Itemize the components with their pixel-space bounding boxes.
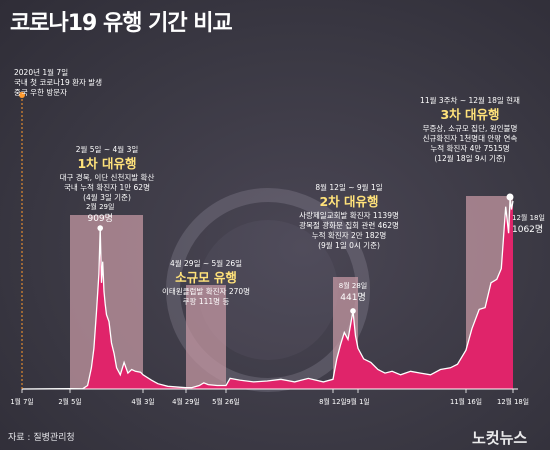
wave-detail: 신규확진자 1천명대 안팎 연속 (423, 133, 518, 143)
peak-dot (350, 308, 356, 314)
wave-detail: 광복절 광화문 집회 관련 462명 (299, 220, 399, 230)
x-tick-label: 5월 26일 (212, 397, 240, 406)
wave-name: 2차 대유행 (319, 194, 378, 209)
wave-detail: 누적 확진자 4만 7515명 (430, 143, 509, 153)
peak-date: 12월 18일 (512, 213, 545, 222)
wave-period: 4월 29일 ~ 5월 26일 (170, 258, 242, 268)
first-case-text: 국내 첫 코로나19 환자 발생 (14, 77, 102, 87)
wave-detail: 무증상, 소규모 집단, 원인불명 (423, 123, 518, 133)
wave-detail: (12월 18일 9시 기준) (434, 153, 505, 163)
x-tick-label: 1월 7일 (10, 397, 33, 406)
wave-period: 2월 5일 ~ 4월 3일 (76, 144, 139, 154)
peak-dot (506, 193, 514, 201)
first-case-text: 중국 우한 방문자 (14, 87, 67, 97)
wave-detail: 이태원클럽발 확진자 270명 (162, 286, 250, 296)
x-tick-label: 9월 1일 (346, 397, 369, 406)
wave-detail: 쿠팡 111명 등 (183, 296, 230, 306)
daily-cases-area (22, 198, 513, 389)
daily-cases-line (21, 198, 514, 390)
wave-detail: 대구 경북, 이단 신천지발 확산 (60, 172, 155, 182)
x-tick-label: 4월 3일 (131, 397, 154, 406)
peak-value: 441명 (340, 292, 365, 303)
wave-detail: 사랑제일교회발 확진자 1139명 (299, 210, 399, 220)
publisher-logo: 노컷뉴스 (472, 429, 528, 447)
x-tick-label: 12월 18일 (497, 397, 529, 406)
first-case-text: 2020년 1월 7일 (14, 67, 68, 77)
x-tick-label: 4월 29일 (172, 397, 200, 406)
x-tick-label: 11월 16일 (450, 397, 482, 406)
wave-detail: 누적 확진자 2만 182명 (312, 230, 387, 240)
x-tick-label: 2월 5일 (58, 397, 81, 406)
peak-date: 8월 28일 (339, 281, 367, 290)
x-tick-label: 8월 12일 (319, 397, 347, 406)
peak-value: 909명 (87, 213, 112, 224)
wave-name: 1차 대유행 (77, 156, 136, 171)
wave-detail: 국내 누적 확진자 1만 62명 (64, 182, 150, 192)
peak-value: 1062명 (512, 224, 543, 235)
source-note: 자료 : 질병관리청 (8, 433, 75, 443)
peak-dot (97, 225, 104, 231)
wave-period: 8월 12일 ~ 9월 1일 (315, 182, 382, 192)
wave-detail: (9월 1일 0시 기준) (318, 240, 380, 250)
wave-period: 11월 3주차 ~ 12월 18일 현재 (420, 95, 520, 105)
x-axis-ticks: 1월 7일 2월 5일 4월 3일 4월 29일 5월 26일 8월 12일 9월 1일 11… (10, 389, 529, 406)
wave-band-2 (186, 285, 226, 389)
wave-detail: (4월 3일 기준) (83, 192, 131, 202)
wave-name: 3차 대유행 (440, 107, 499, 122)
peak-markers: 2월 29일 909명 8월 28일 441명 12월 18일 1062명 (86, 193, 545, 314)
peak-date: 2월 29일 (86, 202, 114, 211)
wave-name: 소규모 유행 (175, 270, 237, 285)
first-case-dot (19, 92, 25, 98)
page-title: 코로나19 유행 기간 비교 (10, 11, 233, 36)
